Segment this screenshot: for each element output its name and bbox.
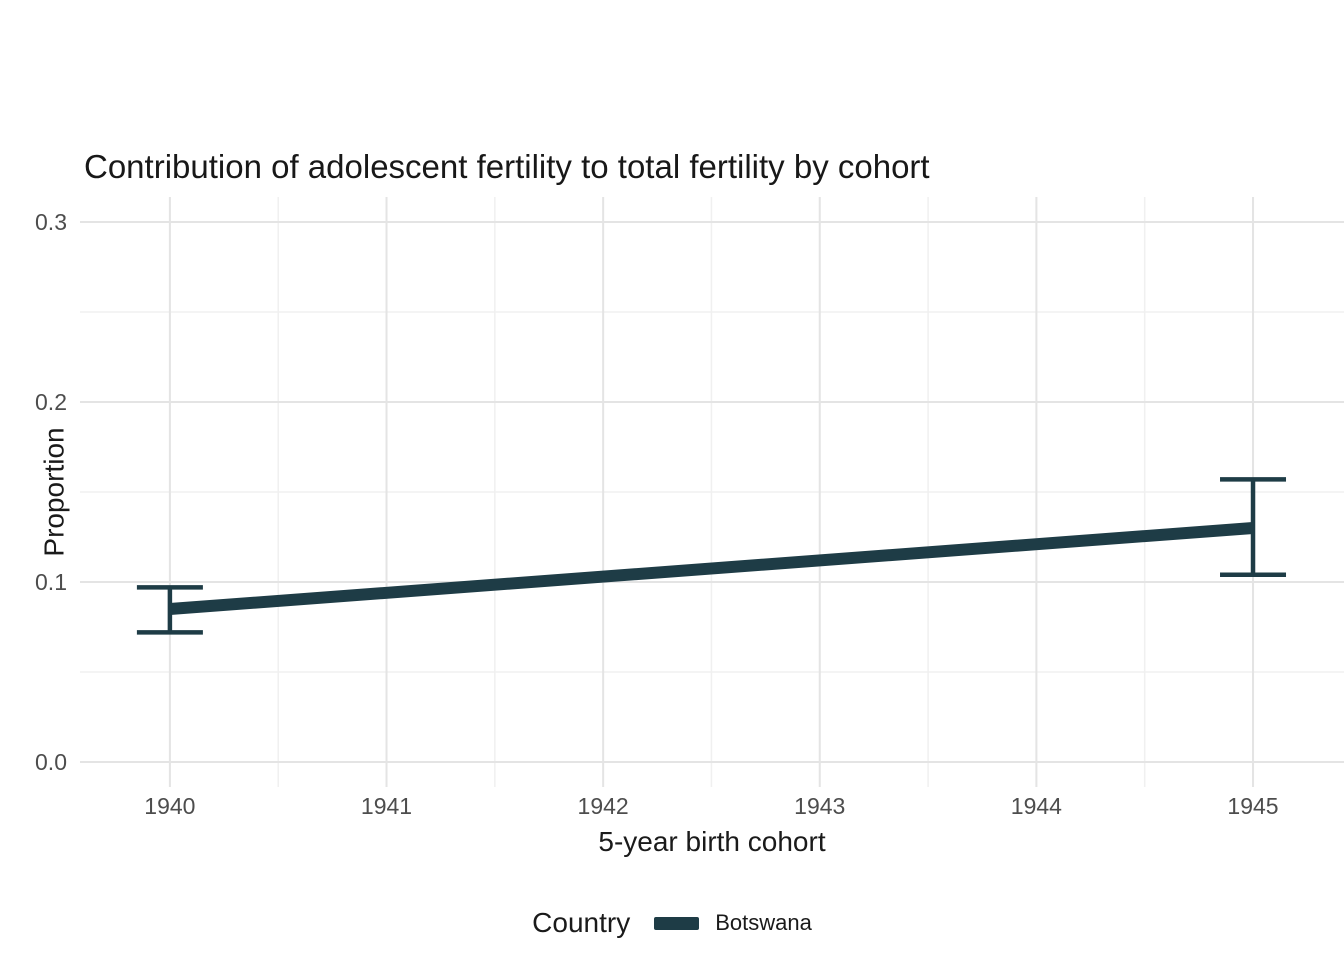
x-tick-label: 1941: [360, 793, 413, 819]
legend-title: Country: [532, 907, 631, 938]
series-line-botswana: [169, 522, 1254, 615]
x-tick-label: 1942: [577, 793, 629, 819]
legend-key-line-swatch: [654, 916, 700, 930]
x-tick-label: 1940: [144, 793, 196, 819]
y-tick-label: 0.2: [35, 389, 67, 415]
legend-entry-label: Botswana: [715, 910, 812, 935]
legend: Country Botswana: [0, 901, 1344, 945]
y-tick-label: 0.0: [35, 748, 67, 775]
x-tick-label: 1945: [1227, 793, 1279, 819]
chart-panel: [80, 197, 1344, 787]
y-tick-label: 0.1: [35, 568, 67, 595]
chart-title: Contribution of adolescent fertility to …: [84, 148, 930, 185]
y-tick-label: 0.3: [35, 209, 67, 235]
x-tick-label: 1943: [794, 793, 846, 819]
chart-plot-area: [80, 197, 1344, 787]
y-axis-title: Proportion: [38, 427, 70, 557]
x-tick-label: 1944: [1010, 793, 1062, 819]
x-axis-title: 5-year birth cohort: [598, 826, 826, 857]
